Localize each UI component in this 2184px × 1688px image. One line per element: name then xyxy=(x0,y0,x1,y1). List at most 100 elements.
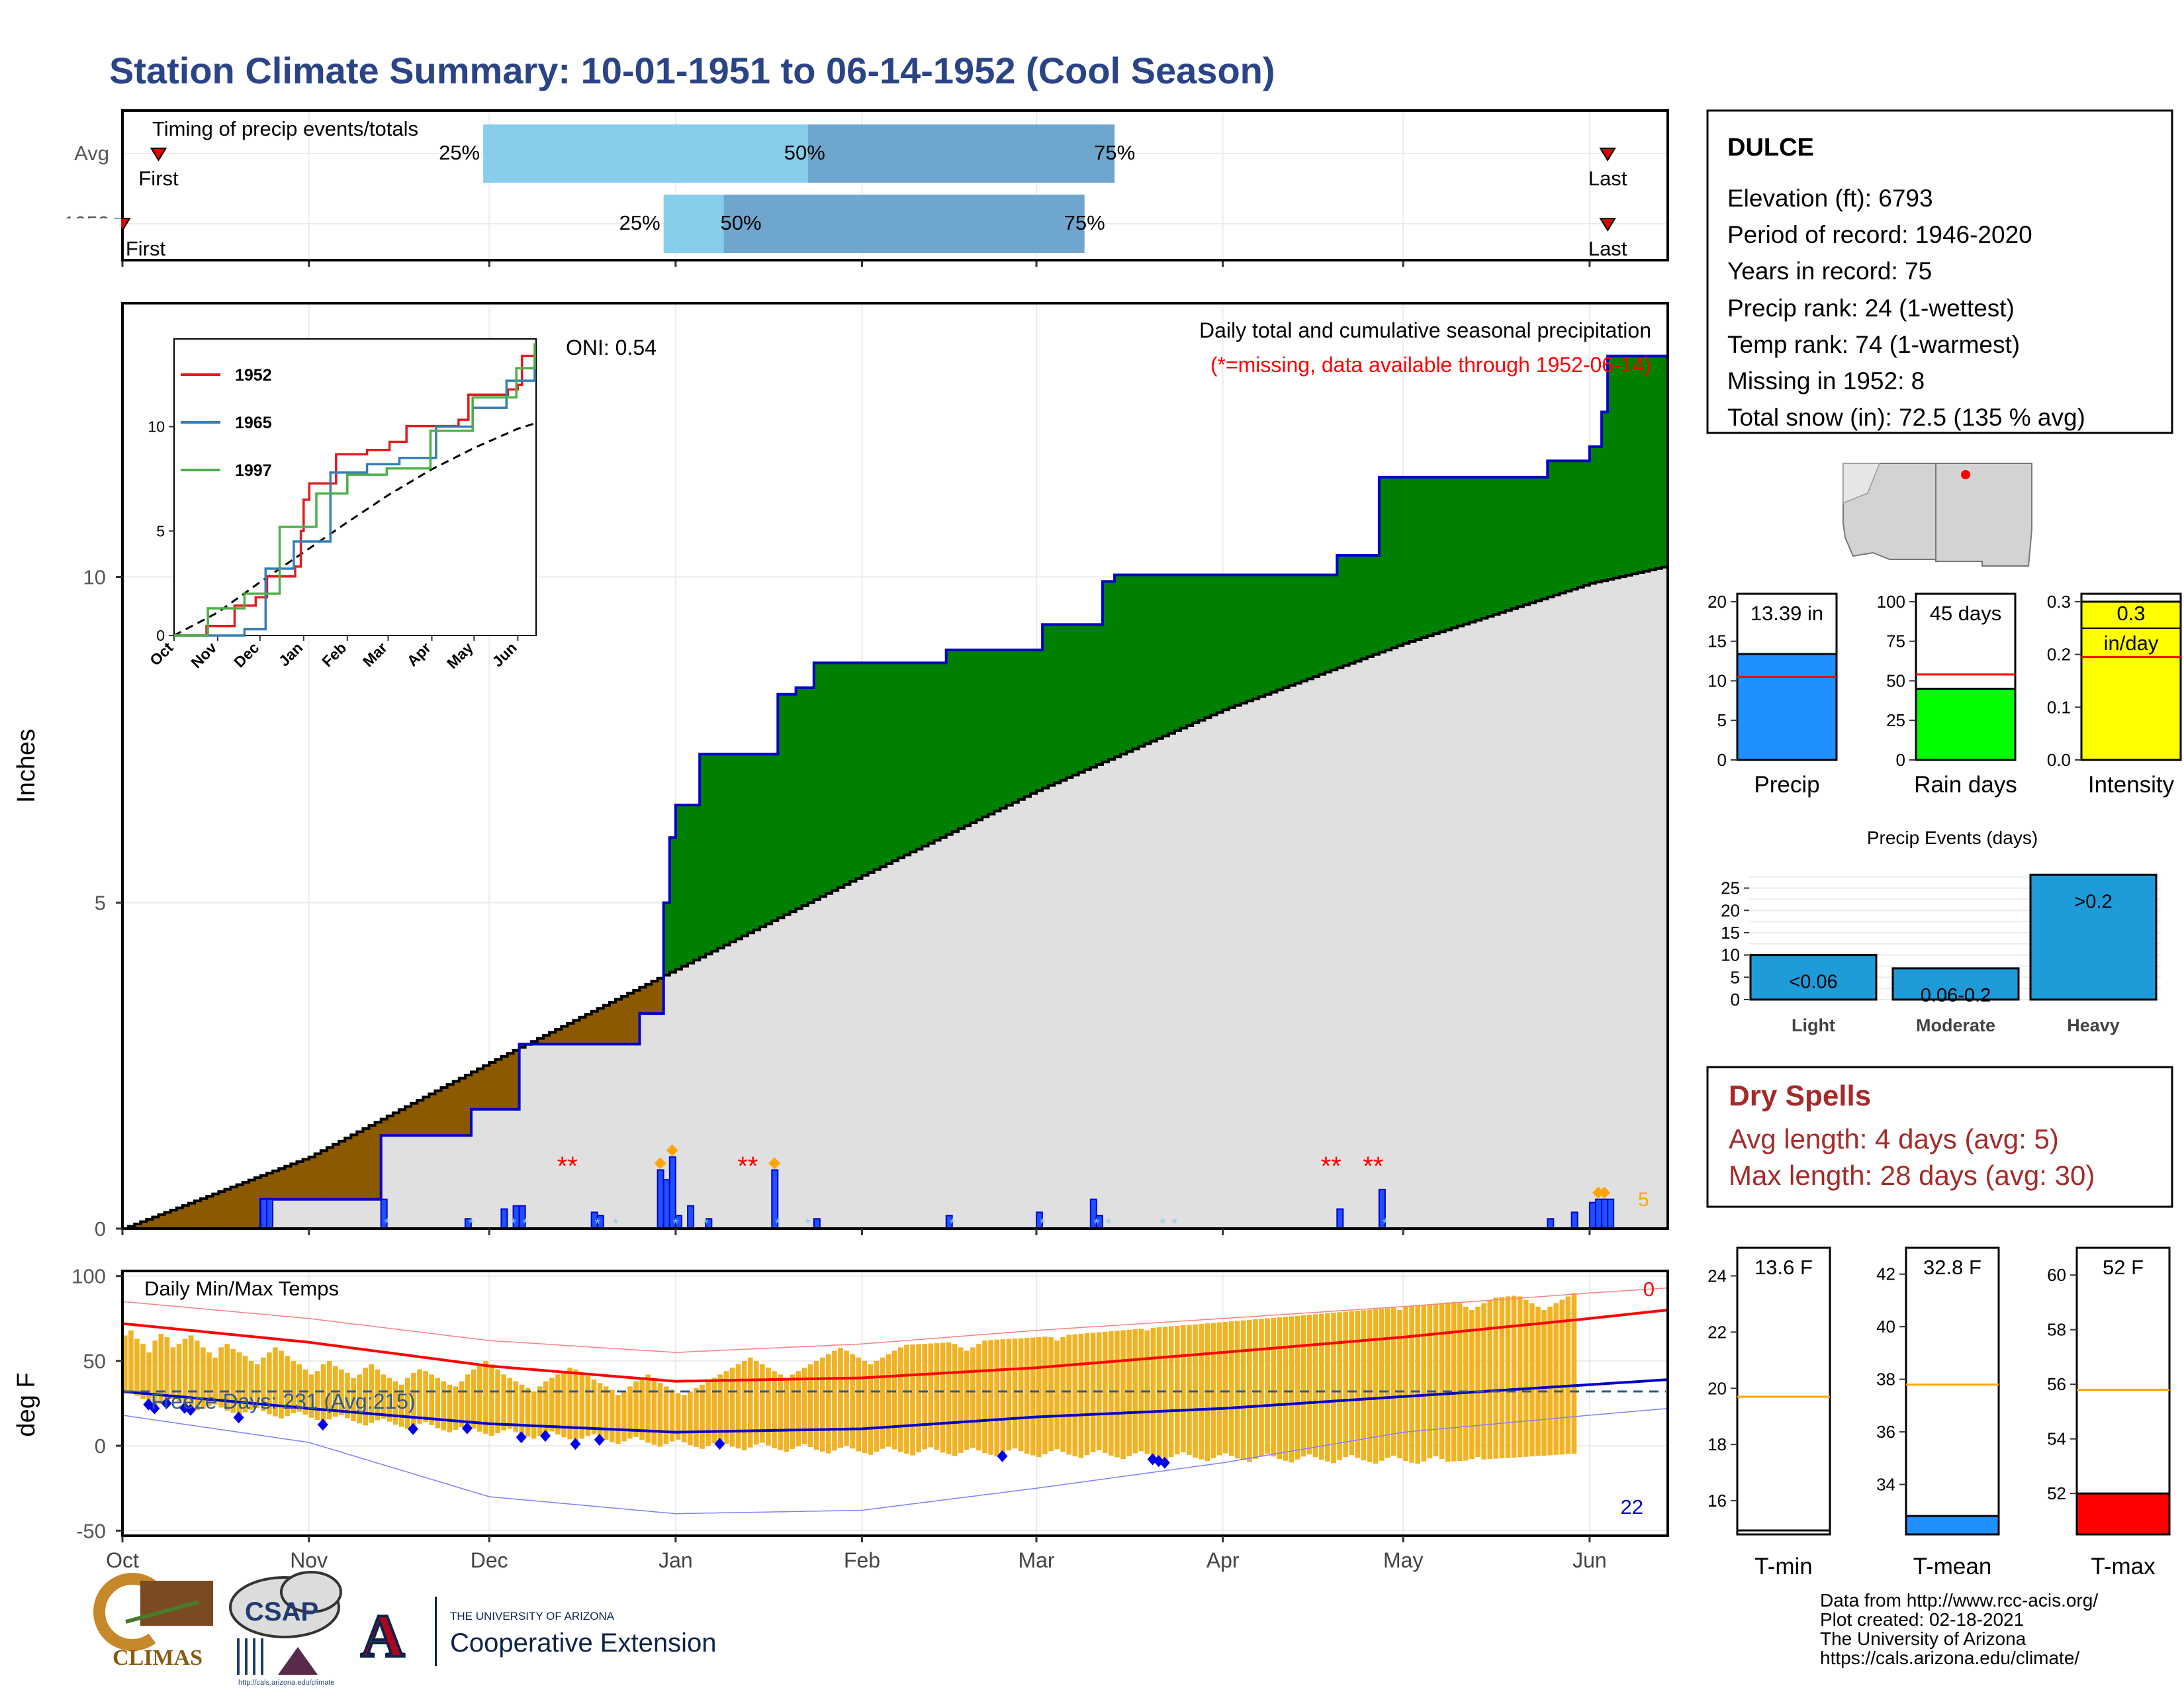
daily-temp-range-bar xyxy=(345,1372,350,1419)
below-normal-fill xyxy=(633,990,640,1045)
daily-temp-range-bar xyxy=(447,1384,453,1432)
below-normal-fill xyxy=(411,1103,418,1136)
above-normal-fill xyxy=(711,754,719,951)
below-normal-fill xyxy=(387,1115,394,1136)
daily-temp-range-bar xyxy=(826,1354,831,1454)
above-normal-fill xyxy=(928,663,935,843)
above-normal-fill xyxy=(1571,461,1578,590)
temp-gauge-y-tick-label: 38 xyxy=(1876,1370,1895,1389)
daily-temp-range-bar xyxy=(567,1368,572,1440)
above-normal-fill xyxy=(1373,555,1380,655)
daily-temp-range-bar xyxy=(387,1378,392,1422)
above-normal-fill xyxy=(1457,477,1464,626)
daily-temp-range-bar xyxy=(1355,1311,1361,1458)
daily-temp-range-bar xyxy=(1090,1333,1096,1452)
inset-legend-label: 1997 xyxy=(235,461,272,480)
daily-temp-range-bar xyxy=(790,1374,796,1449)
below-normal-fill xyxy=(513,1050,520,1109)
above-normal-fill xyxy=(904,663,911,855)
daily-temp-range-bar xyxy=(1000,1339,1006,1454)
above-normal-fill xyxy=(1505,477,1512,611)
daily-temp-range-bar xyxy=(1481,1303,1486,1460)
timing-frame xyxy=(121,109,1669,261)
daily-temp-range-bar xyxy=(856,1357,862,1452)
timing-last-label: Last xyxy=(1588,167,1627,190)
trace-precip-mark: * xyxy=(384,1215,390,1232)
daily-temp-range-bar xyxy=(585,1376,591,1436)
inset-legend-label: 1965 xyxy=(235,414,272,432)
daily-precip-bar xyxy=(1336,1208,1344,1230)
temp-gauge-frame-T-max xyxy=(2075,1246,2171,1536)
gauge-y-tick-label: 0.2 xyxy=(2047,645,2071,665)
daily-temp-range-bar xyxy=(1451,1301,1457,1462)
daily-temp-range-bar xyxy=(1415,1305,1420,1464)
below-normal-fill xyxy=(615,999,622,1045)
daily-precip-bar xyxy=(1594,1198,1602,1229)
above-normal-fill xyxy=(1150,575,1158,741)
dry-max-length: Max length: 28 days (avg: 30) xyxy=(1729,1160,2095,1191)
daily-temp-range-bar xyxy=(537,1386,543,1436)
above-normal-fill xyxy=(1421,477,1428,638)
daily-temp-range-bar xyxy=(1247,1319,1252,1462)
daily-temp-range-bar xyxy=(633,1381,639,1437)
record-high-count: 0 xyxy=(1643,1278,1655,1301)
daily-temp-range-bar xyxy=(1319,1313,1324,1460)
daily-temp-range-bar xyxy=(753,1360,759,1445)
record-low-marker xyxy=(714,1438,725,1450)
daily-temp-range-bar xyxy=(170,1347,176,1399)
daily-temp-range-bar xyxy=(1337,1312,1342,1460)
above-normal-fill xyxy=(922,663,929,847)
below-normal-fill xyxy=(603,1005,610,1045)
above-normal-fill xyxy=(1361,555,1368,659)
csap-url: http://cals.arizona.edu/climate xyxy=(238,1679,335,1687)
below-normal-fill xyxy=(435,1090,442,1136)
snow-event-marker xyxy=(1592,1186,1604,1199)
below-normal-fill xyxy=(308,1156,316,1199)
above-normal-fill xyxy=(1637,355,1645,573)
daily-temp-range-bar xyxy=(122,1335,128,1393)
daily-temp-range-bar xyxy=(1228,1321,1234,1456)
daily-temp-range-bar xyxy=(916,1344,921,1453)
below-normal-fill xyxy=(471,1072,478,1109)
daily-temp-range-bar xyxy=(1433,1303,1439,1457)
below-normal-fill xyxy=(507,1053,514,1109)
daily-temp-range-bar xyxy=(772,1371,777,1448)
station-precip-rank: Precip rank: 24 (1-wettest) xyxy=(1727,295,2015,322)
daily-temp-range-bar xyxy=(621,1391,627,1442)
daily-temp-range-bar xyxy=(182,1338,188,1405)
events-bar-moderate xyxy=(1891,967,2020,1001)
credit-institution: The University of Arizona xyxy=(1820,1628,2026,1649)
month-label: Mar xyxy=(1018,1548,1054,1572)
daily-temp-range-bar xyxy=(1523,1299,1529,1457)
daily-temp-range-bar xyxy=(729,1368,735,1447)
above-normal-fill xyxy=(784,694,791,915)
below-normal-fill xyxy=(188,1203,195,1229)
events-y-tick-label: 5 xyxy=(1731,967,1740,987)
above-normal-fill xyxy=(519,1044,526,1048)
daily-temp-range-bar xyxy=(1409,1305,1414,1463)
above-normal-fill xyxy=(838,663,844,888)
temp-y-tick-label: 100 xyxy=(71,1265,106,1288)
daily-temp-range-bar xyxy=(308,1374,314,1418)
daily-temp-range-bar xyxy=(922,1344,927,1450)
above-normal-fill xyxy=(1589,446,1596,584)
temp-gauge-y-tick-label: 42 xyxy=(1876,1264,1895,1284)
above-normal-fill xyxy=(705,754,712,955)
below-normal-fill xyxy=(405,1106,412,1136)
below-normal-fill xyxy=(254,1178,261,1229)
gauge-value-label: 0.3 xyxy=(2116,602,2145,625)
daily-temp-range-bar xyxy=(1072,1334,1078,1457)
above-normal-fill xyxy=(1090,624,1097,767)
below-normal-fill xyxy=(609,1002,616,1045)
above-normal-fill xyxy=(760,754,766,927)
daily-temp-range-bar xyxy=(1547,1306,1553,1456)
above-normal-fill xyxy=(1463,477,1470,624)
below-normal-fill xyxy=(483,1065,490,1109)
daily-temp-range-bar xyxy=(320,1364,326,1423)
above-normal-fill xyxy=(1625,355,1633,576)
daily-temp-range-bar xyxy=(1469,1309,1475,1460)
station-name: DULCE xyxy=(1727,134,1814,162)
below-normal-fill xyxy=(248,1180,255,1229)
daily-temp-range-bar xyxy=(1571,1293,1577,1454)
daily-temp-range-bar xyxy=(1018,1338,1024,1452)
